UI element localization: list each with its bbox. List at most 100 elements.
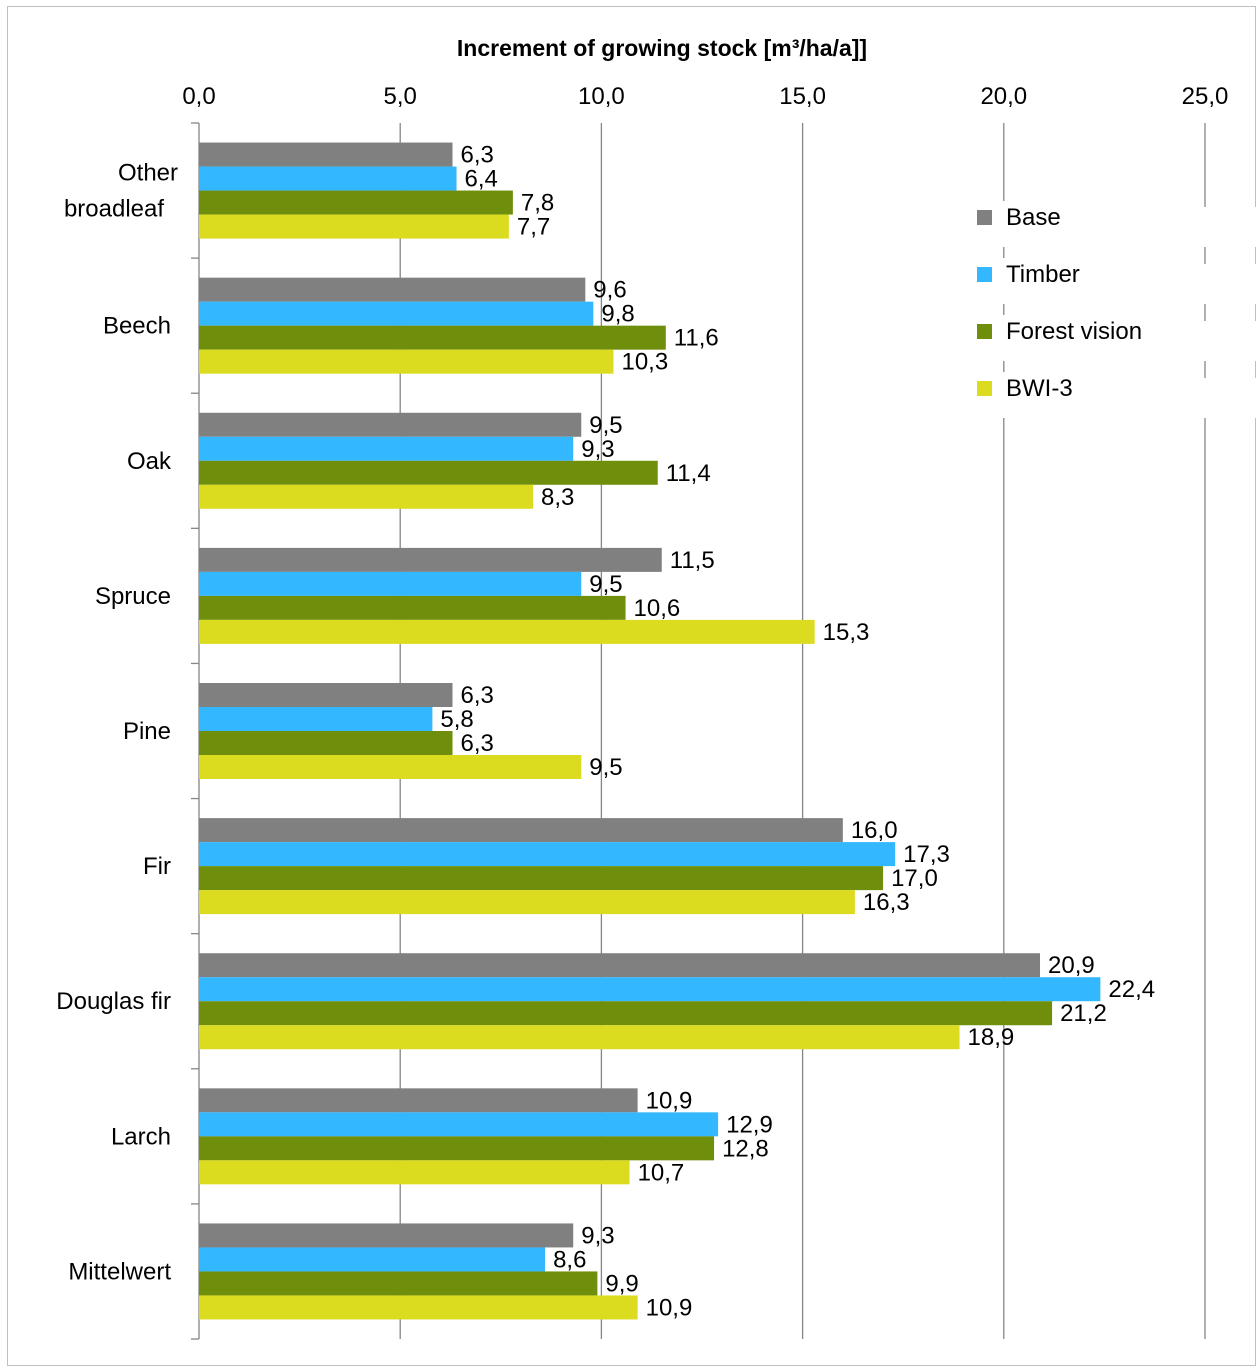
legend-label: Timber [1006,261,1080,288]
data-label: 10,9 [646,1087,693,1114]
data-label: 9,5 [589,754,622,781]
bar [199,1160,630,1185]
legend-item-bg [975,372,1145,404]
data-label: 11,4 [666,460,711,487]
x-tick-label: 10,0 [578,83,625,110]
data-label: 5,8 [440,706,473,733]
category-label: Spruce [95,583,171,610]
category-label: Mittelwert [68,1258,171,1285]
x-tick-label: 5,0 [384,83,417,110]
data-label: 10,7 [638,1159,685,1186]
data-label: 9,5 [589,571,622,598]
data-label: 15,3 [823,619,870,646]
data-label: 12,8 [722,1135,769,1162]
data-label: 7,8 [521,190,554,217]
legend: Base Timber Forest vision BWI-3 [975,201,1258,418]
bar [199,1271,598,1296]
bar [199,190,513,215]
data-label: 11,6 [674,325,719,352]
category-label: Fir [143,853,171,880]
bar [199,953,1041,978]
bar [199,731,453,755]
x-tick-label: 0,0 [182,83,215,110]
bar [199,547,662,572]
x-tick-label: 20,0 [980,83,1027,110]
y-axis: Other broadleaf Beech Oak Spruce Pine Fir Dougl… [56,122,200,1340]
category-label: Larch [111,1123,171,1150]
bar [199,683,453,707]
legend-swatch [977,324,992,339]
bar [199,214,509,239]
bar [199,619,815,644]
data-label: 21,2 [1060,1000,1107,1027]
legend-item-bg [975,315,1145,347]
data-label: 9,5 [589,412,622,439]
data-label: 11,5 [670,547,715,574]
legend-item-bg [975,258,1145,290]
bar [199,349,614,374]
data-label: 10,6 [634,595,681,622]
category-label: Other broadleaf [64,160,178,223]
legend-swatch [977,210,992,225]
category-label: Oak [127,448,172,475]
data-label: 22,4 [1108,976,1155,1003]
data-label: 10,9 [646,1294,693,1321]
data-label: 18,9 [968,1024,1015,1051]
x-tick-label: 25,0 [1182,83,1229,110]
data-label: 9,3 [581,1222,614,1249]
bar [199,977,1101,1002]
bar [199,755,582,779]
bar [199,460,658,485]
bar [199,571,582,596]
category-label: Douglas fir [56,988,171,1015]
data-label: 6,4 [465,166,498,193]
bar [199,1295,638,1320]
legend-label: Base [1006,204,1061,231]
bar [199,1001,1053,1026]
bar [199,436,574,461]
category-label: Beech [103,313,171,340]
chart-title: Increment of growing stock [m³/ha/a]] [457,35,867,61]
data-label: 9,8 [601,301,634,328]
bars: 6,36,47,87,79,69,811,610,39,59,311,48,31… [199,142,1155,1321]
x-tick-label: 15,0 [779,83,826,110]
x-axis: 0,0 5,0 10,0 15,0 20,0 25,0 [182,83,1228,110]
bar [199,1136,715,1161]
bar [199,142,453,167]
legend-label: Forest vision [1006,318,1142,345]
data-label: 10,3 [621,349,668,376]
bar [199,1088,638,1113]
legend-label: BWI-3 [1006,375,1073,402]
data-label: 16,3 [863,889,910,916]
data-label: 12,9 [726,1111,773,1138]
bar [199,484,533,509]
data-label: 6,3 [461,142,494,169]
bar [199,301,594,326]
legend-swatch [977,381,992,396]
data-label: 17,3 [903,841,950,868]
legend-swatch [977,267,992,282]
data-label: 9,6 [593,277,626,304]
data-label: 17,0 [891,865,938,892]
bar [199,842,896,867]
bar [199,818,843,843]
data-label: 6,3 [461,682,494,709]
data-label: 8,3 [541,484,574,511]
legend-item-bg [975,201,1145,233]
bar [199,166,457,191]
bar [199,277,586,302]
bar [199,1112,719,1137]
data-label: 9,3 [581,436,614,463]
data-label: 6,3 [461,730,494,757]
bar [199,412,582,437]
data-label: 16,0 [851,817,898,844]
data-label: 9,9 [605,1270,638,1297]
data-label: 7,7 [517,214,550,241]
bar [199,866,884,891]
bar [199,707,433,731]
bar [199,1025,960,1050]
bar [199,325,666,350]
data-label: 20,9 [1048,952,1095,979]
bar [199,1223,574,1248]
